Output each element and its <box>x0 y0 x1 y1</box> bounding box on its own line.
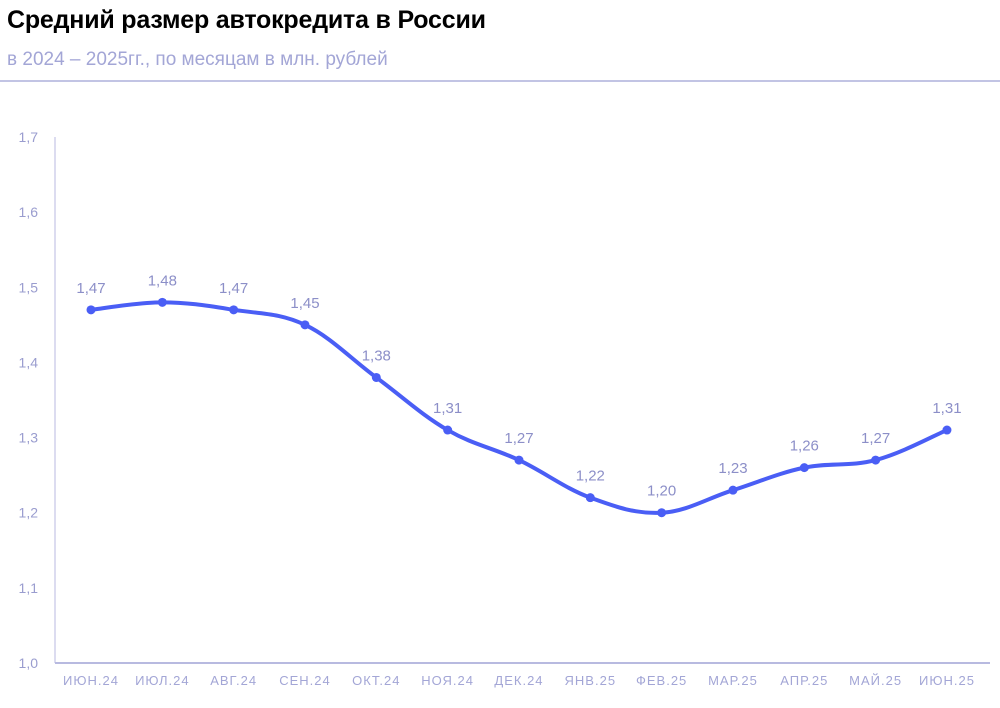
x-tick-label: МАР.25 <box>708 673 758 688</box>
x-tick-label: СЕН.24 <box>279 673 331 688</box>
x-tick-label: ОКТ.24 <box>352 673 400 688</box>
data-point <box>157 297 167 307</box>
data-point <box>942 425 952 435</box>
y-tick-label: 1,4 <box>19 354 39 370</box>
x-tick-label: ИЮН.25 <box>919 673 975 688</box>
data-label: 1,27 <box>861 430 890 447</box>
data-point <box>514 455 524 465</box>
x-tick-label: НОЯ.24 <box>421 673 474 688</box>
y-tick-label: 1,2 <box>19 505 39 521</box>
data-point <box>229 305 239 315</box>
y-tick-label: 1,5 <box>19 279 39 295</box>
x-tick-label: ФЕВ.25 <box>636 673 687 688</box>
x-tick-label: АВГ.24 <box>210 673 257 688</box>
data-label: 1,48 <box>148 272 177 289</box>
data-label: 1,23 <box>718 460 747 477</box>
x-tick-label: ИЮЛ.24 <box>135 673 190 688</box>
data-label: 1,22 <box>576 468 605 485</box>
x-tick-label: ЯНВ.25 <box>565 673 617 688</box>
chart-title: Средний размер автокредита в России <box>7 6 486 34</box>
data-label: 1,47 <box>219 280 248 297</box>
x-tick-label: АПР.25 <box>780 673 828 688</box>
series-line <box>89 300 949 515</box>
data-label: 1,27 <box>504 430 533 447</box>
x-tick-label: ДЕК.24 <box>494 673 543 688</box>
data-label: 1,47 <box>76 280 105 297</box>
data-point <box>371 372 381 382</box>
data-point <box>871 455 881 465</box>
y-tick-label: 1,0 <box>19 655 39 671</box>
data-label: 1,31 <box>433 400 462 417</box>
y-tick-label: 1,7 <box>19 129 39 145</box>
data-point <box>300 320 310 330</box>
header-divider <box>0 80 1000 82</box>
x-tick-label: ИЮН.24 <box>63 673 119 688</box>
data-label: 1,38 <box>362 347 391 364</box>
data-label: 1,31 <box>932 400 961 417</box>
data-point <box>657 508 667 518</box>
data-point <box>799 463 809 473</box>
y-tick-label: 1,6 <box>19 204 39 220</box>
x-tick-label: МАЙ.25 <box>849 673 902 688</box>
data-point <box>443 425 453 435</box>
data-label: 1,20 <box>647 483 676 500</box>
data-label: 1,26 <box>790 438 819 455</box>
data-label: 1,45 <box>290 295 319 312</box>
data-point <box>86 305 96 315</box>
data-point <box>728 485 738 495</box>
y-tick-label: 1,1 <box>19 580 39 596</box>
chart-subtitle: в 2024 – 2025гг., по месяцам в млн. рубл… <box>7 49 388 70</box>
y-tick-label: 1,3 <box>19 430 39 446</box>
data-point <box>585 493 595 503</box>
